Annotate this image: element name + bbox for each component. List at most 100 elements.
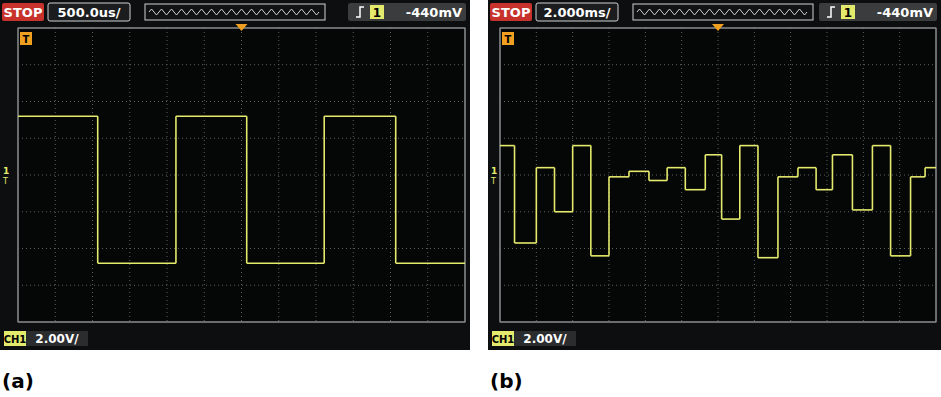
vertical-scale: 2.00V/ [35,332,79,346]
signal-edge [514,146,516,243]
timebase-box [48,3,130,21]
grid-line-y [18,248,465,249]
signal-edge [684,168,686,190]
signal-edge [739,146,741,220]
signal-edge [536,168,538,243]
signal-edge [832,155,834,190]
signal-level [573,145,591,147]
plot-frame [500,28,936,322]
run-status: STOP [4,5,43,20]
memory-wave [149,9,319,15]
signal-level [629,171,649,173]
plot-area [500,28,936,322]
channel-marker-trigger: T [490,177,496,186]
panel-caption: (b) [490,369,523,393]
grid-line-x [353,28,354,322]
trigger-level: -440mV [406,5,462,20]
signal-edge [852,155,854,210]
signal-edge [757,146,759,258]
grid-line-y [500,101,936,102]
signal-level [891,255,911,257]
panel-caption: (a) [2,369,34,393]
signal-edge [97,116,99,263]
timebase: 2.000ms/ [543,5,610,20]
signal-level [685,189,705,191]
scale-box [26,331,88,346]
signal-level [778,176,798,178]
screen-frame [488,0,941,350]
grid-line-y [18,101,465,102]
scope-photo: STOP500.0us/1-440mVT1TCH12.00V/(a)STOP2.… [0,0,941,397]
stop-badge [2,3,44,21]
ch1-box [492,331,514,346]
signal-level [925,167,936,169]
scale-box [514,331,576,346]
trigger-position [712,24,724,31]
trigger-channel-box [370,5,384,19]
signal-level [667,167,685,169]
signal-edge [797,168,799,177]
grid-line-y [18,64,465,65]
signal-edge [910,177,912,256]
grid-line-x [827,28,828,322]
grid-line-x [790,28,791,322]
signal-edge [572,146,574,212]
grid-line-y [18,285,465,286]
signal-edge [395,116,397,263]
trigger-tag [502,32,514,45]
signal-edge [924,168,926,177]
channel-marker-trigger: T [2,177,8,186]
signal-edge [777,177,779,258]
signal-edge [721,155,723,219]
signal-level [705,154,721,156]
timebase-box [536,3,618,21]
grid-line-y [18,211,465,212]
trigger-channel: 1 [844,6,852,20]
trigger-edge-icon [827,7,835,17]
signal-edge [666,168,668,181]
signal-level [396,262,465,264]
signal-edge [815,168,817,190]
grid-line-x [718,28,719,322]
trigger-level: -440mV [877,5,933,20]
signal-level [740,145,758,147]
signal-edge [608,177,610,256]
trigger-position [236,24,248,31]
plot-frame [18,28,465,322]
stop-badge [490,3,532,21]
grid-line-x [92,28,93,322]
trigger-box [348,3,466,21]
signal-level [18,115,98,117]
grid-line-x [572,28,573,322]
grid-line-x [204,28,205,322]
scope-panel: STOP2.000ms/1-440mVT1TCH12.00V/(b) [488,0,941,393]
grid-line-x [754,28,755,322]
memory-strip [145,4,325,20]
timebase: 500.0us/ [58,5,121,20]
trigger-channel-box [841,5,855,19]
signal-level [872,145,890,147]
signal-level [247,262,324,264]
channel-name: CH1 [492,334,515,345]
signal-level [555,211,573,213]
signal-level [911,176,926,178]
signal-level [832,154,852,156]
ch1-box [4,331,26,346]
grid-line-y [500,138,936,139]
signal-level [609,176,629,178]
grid-line-y [500,64,936,65]
waveform [18,116,465,263]
run-status: STOP [492,5,531,20]
trigger-box [819,3,937,21]
grid-line-y [18,138,465,139]
grid-line-y [500,211,936,212]
signal-level [515,242,537,244]
signal-level [324,115,396,117]
grid-line-y [500,285,936,286]
signal-edge [246,116,248,263]
channel-name: CH1 [4,334,27,345]
memory-wave [637,9,807,15]
signal-level [500,145,515,147]
trigger-tag-label: T [23,34,30,45]
trigger-tag-label: T [505,34,512,45]
